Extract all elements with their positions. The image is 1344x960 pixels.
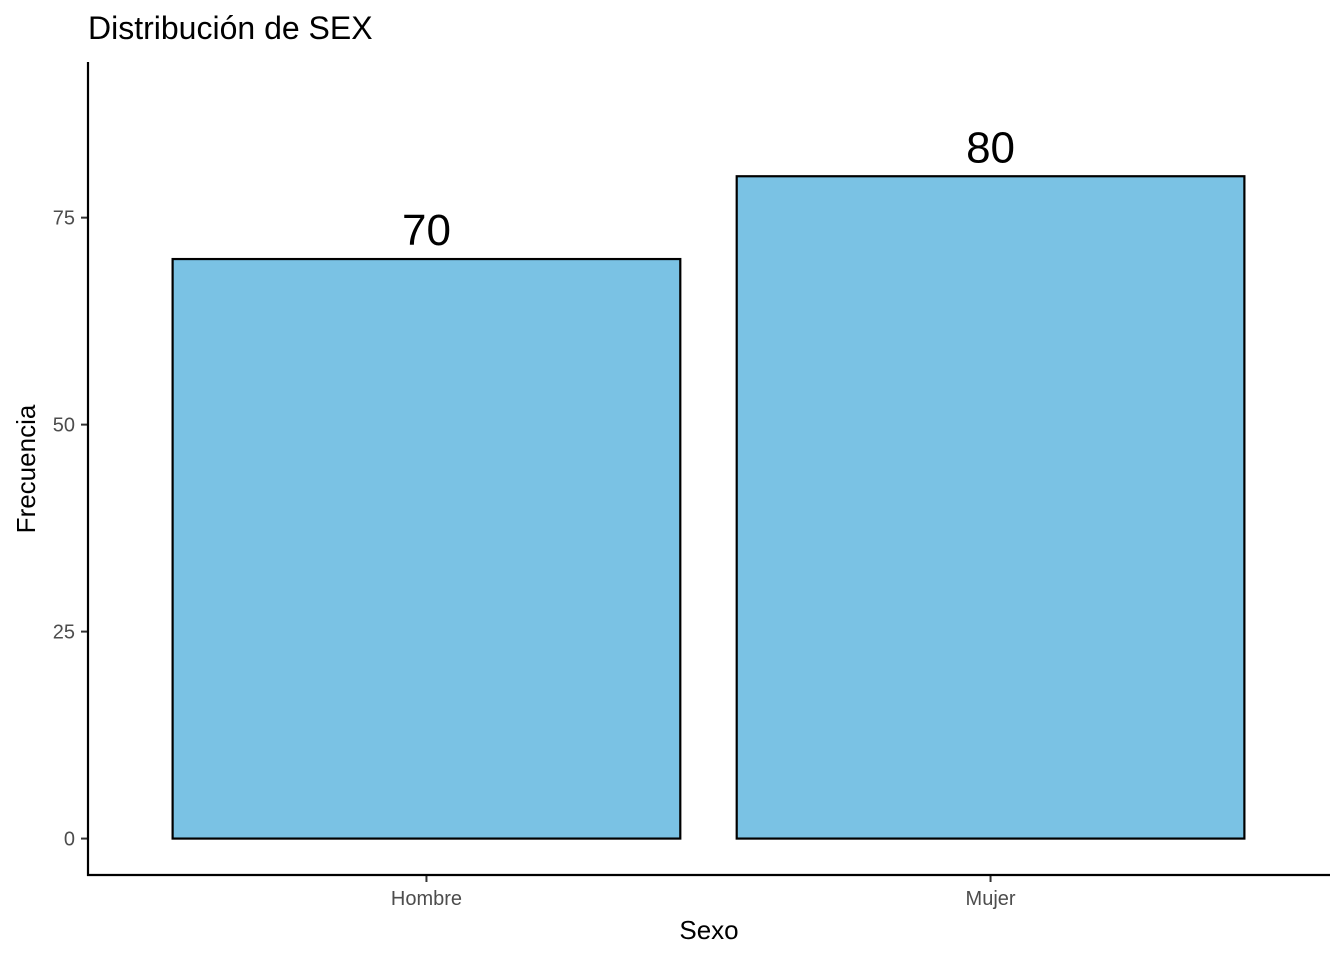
data-label: 70 [402, 206, 451, 255]
bar-mujer [735, 175, 1246, 840]
y-axis-title: Frecuencia [11, 404, 41, 533]
y-tick-label: 50 [53, 415, 75, 437]
y-tick-label: 25 [53, 622, 75, 644]
bar-hombre [171, 257, 682, 840]
x-tick-label: Mujer [966, 888, 1016, 910]
bars: 70 80 [171, 123, 1246, 840]
x-axis-ticks: Hombre Mujer [391, 875, 1016, 910]
data-label: 80 [966, 123, 1015, 172]
chart-title: Distribución de SEX [88, 10, 373, 46]
y-axis-ticks: 0 25 50 75 [53, 208, 88, 851]
y-tick-label: 75 [53, 208, 75, 230]
x-axis-title: Sexo [679, 915, 738, 945]
x-tick-label: Hombre [391, 888, 462, 910]
y-tick-label: 0 [64, 829, 75, 851]
